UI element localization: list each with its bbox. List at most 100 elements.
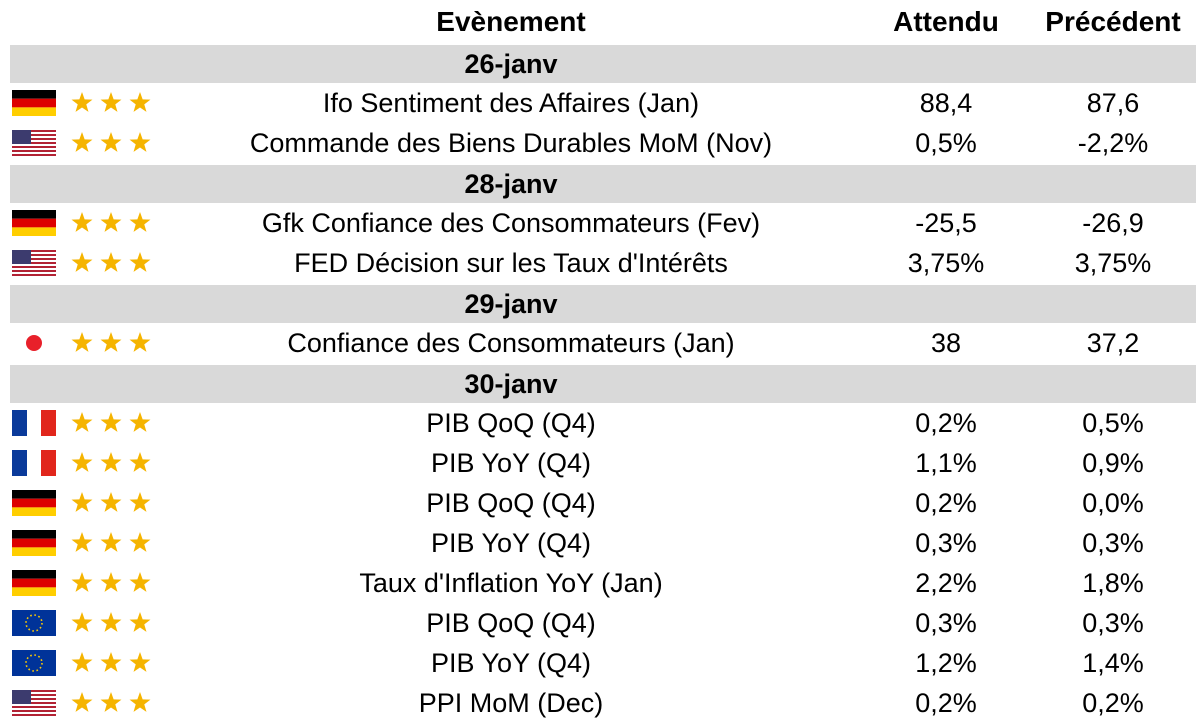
- country-flag: [12, 130, 56, 156]
- country-flag: [12, 530, 56, 556]
- importance-cell: [62, 211, 160, 235]
- country-flag: [12, 90, 56, 116]
- country-flag: [12, 250, 56, 276]
- previous: 3,75%: [1074, 247, 1152, 278]
- event-row: PIB YoY (Q4) 1,1% 0,9%: [0, 443, 1196, 483]
- event-name: Gfk Confiance des Consommateurs (Fev): [261, 207, 761, 238]
- event-name: Confiance des Consommateurs (Jan): [287, 327, 735, 358]
- flag-cell: [0, 570, 62, 596]
- importance-stars: [70, 131, 154, 155]
- country-flag: [12, 410, 56, 436]
- country-flag: [12, 690, 56, 716]
- importance-cell: [62, 251, 160, 275]
- event-name: PIB YoY (Q4): [430, 447, 592, 478]
- header-row: Evènement Attendu Précédent: [0, 0, 1196, 43]
- importance-stars: [70, 611, 154, 635]
- importance-cell: [62, 91, 160, 115]
- importance-cell: [62, 611, 160, 635]
- previous: 0,2%: [1082, 687, 1144, 718]
- expected: 0,3%: [915, 527, 977, 558]
- expected: 38: [930, 327, 962, 358]
- importance-cell: [62, 571, 160, 595]
- event-name: PIB YoY (Q4): [430, 647, 592, 678]
- event-row: PIB QoQ (Q4) 0,2% 0,0%: [0, 483, 1196, 523]
- expected: 1,1%: [915, 447, 977, 478]
- importance-stars: [70, 651, 154, 675]
- flag-cell: [0, 530, 62, 556]
- previous: 87,6: [1086, 87, 1140, 118]
- country-flag: [12, 490, 56, 516]
- importance-stars: [70, 691, 154, 715]
- flag-cell: [0, 90, 62, 116]
- importance-stars: [70, 411, 154, 435]
- expected: 0,3%: [915, 607, 977, 638]
- flag-cell: [0, 650, 62, 676]
- expected: 1,2%: [915, 647, 977, 678]
- date: 26-janv: [464, 48, 558, 79]
- date-row: 26-janv: [10, 43, 1196, 83]
- importance-cell: [62, 491, 160, 515]
- header-expected: Attendu: [893, 5, 999, 37]
- previous: 0,0%: [1082, 487, 1144, 518]
- importance-stars: [70, 451, 154, 475]
- expected: 2,2%: [915, 567, 977, 598]
- importance-stars: [70, 331, 154, 355]
- date-row: 30-janv: [10, 363, 1196, 403]
- previous: -2,2%: [1077, 127, 1149, 158]
- event-name: PIB QoQ (Q4): [426, 407, 596, 438]
- expected: 88,4: [919, 87, 973, 118]
- importance-cell: [62, 131, 160, 155]
- flag-cell: [0, 130, 62, 156]
- event-name: PIB YoY (Q4): [430, 527, 592, 558]
- event-name: Ifo Sentiment des Affaires (Jan): [322, 87, 700, 118]
- flag-cell: [0, 490, 62, 516]
- country-flag: [26, 335, 42, 351]
- importance-stars: [70, 491, 154, 515]
- importance-stars: [70, 571, 154, 595]
- importance-stars: [70, 531, 154, 555]
- expected: -25,5: [915, 207, 977, 238]
- importance-cell: [62, 451, 160, 475]
- event-row: Commande des Biens Durables MoM (Nov) 0,5…: [0, 123, 1196, 163]
- date-row: 28-janv: [10, 163, 1196, 203]
- event-row: PIB YoY (Q4) 0,3% 0,3%: [0, 523, 1196, 563]
- header-event: Evènement: [436, 5, 586, 37]
- previous: -26,9: [1082, 207, 1144, 238]
- event-row: Taux d'Inflation YoY (Jan) 2,2% 1,8%: [0, 563, 1196, 603]
- event-name: Commande des Biens Durables MoM (Nov): [249, 127, 773, 158]
- event-name: PIB QoQ (Q4): [426, 487, 596, 518]
- event-name: PPI MoM (Dec): [418, 687, 604, 718]
- previous: 37,2: [1086, 327, 1140, 358]
- event-row: Ifo Sentiment des Affaires (Jan) 88,4 87,6: [0, 83, 1196, 123]
- flag-cell: [0, 450, 62, 476]
- country-flag: [12, 210, 56, 236]
- header-previous: Précédent: [1045, 5, 1181, 37]
- flag-cell: [0, 210, 62, 236]
- flag-cell: [0, 250, 62, 276]
- date: 29-janv: [464, 288, 558, 319]
- flag-cell: [0, 330, 62, 356]
- date: 28-janv: [464, 168, 558, 199]
- previous: 1,4%: [1082, 647, 1144, 678]
- event-row: PIB QoQ (Q4) 0,2% 0,5%: [0, 403, 1196, 443]
- flag-cell: [0, 690, 62, 716]
- date: 30-janv: [464, 368, 558, 399]
- expected: 0,5%: [915, 127, 977, 158]
- flag-cell: [0, 610, 62, 636]
- event-name: PIB QoQ (Q4): [426, 607, 596, 638]
- previous: 0,5%: [1082, 407, 1144, 438]
- previous: 0,3%: [1082, 527, 1144, 558]
- importance-cell: [62, 331, 160, 355]
- country-flag: [12, 650, 56, 676]
- event-row: PIB YoY (Q4) 1,2% 1,4%: [0, 643, 1196, 683]
- country-flag: [12, 450, 56, 476]
- event-row: PIB QoQ (Q4) 0,3% 0,3%: [0, 603, 1196, 643]
- country-flag: [12, 610, 56, 636]
- previous: 1,8%: [1082, 567, 1144, 598]
- event-row: Gfk Confiance des Consommateurs (Fev) -25…: [0, 203, 1196, 243]
- expected: 0,2%: [915, 407, 977, 438]
- event-name: Taux d'Inflation YoY (Jan): [359, 567, 663, 598]
- country-flag: [12, 570, 56, 596]
